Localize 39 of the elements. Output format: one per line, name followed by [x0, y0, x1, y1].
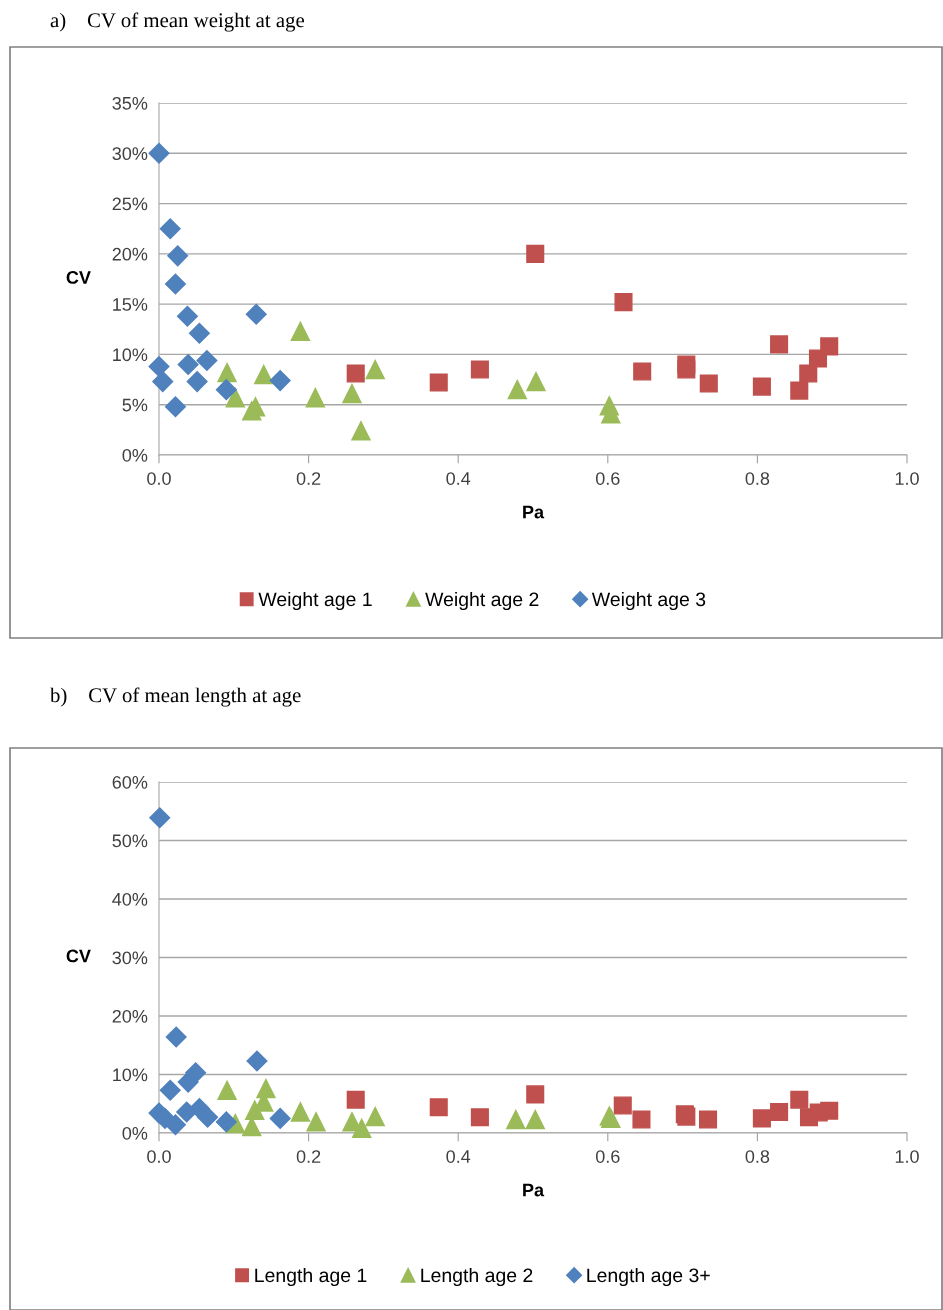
x-axis-title: Pa — [523, 1183, 545, 1197]
x-tick-label: 0.4 — [446, 1150, 471, 1163]
x-tick-label: 0.2 — [296, 1150, 321, 1163]
legend-label: Length age 2 — [421, 1267, 533, 1287]
y-tick-label: 30% — [112, 951, 148, 965]
y-tick-label: 15% — [113, 298, 148, 311]
y-tick-label: 30% — [112, 147, 148, 161]
y-tick-label: 10% — [113, 1068, 148, 1082]
legend-label: Length age 1 — [255, 1267, 367, 1287]
x-tick-label: 0.8 — [745, 1150, 770, 1163]
x-tick-label: 0.0 — [147, 472, 171, 485]
chart-title: b) CV of mean length at age — [50, 687, 301, 707]
x-tick-label: 0.2 — [296, 472, 321, 485]
x-tick-label: 0.6 — [595, 472, 620, 485]
y-tick-label: 40% — [112, 892, 148, 906]
legend-label: Length age 3+ — [587, 1267, 710, 1287]
chart-title: a) CV of mean weight at age — [50, 12, 305, 32]
y-tick-label: 60% — [112, 775, 148, 789]
y-tick-label: 20% — [112, 1009, 148, 1023]
x-tick-label: 0.6 — [595, 1150, 620, 1163]
y-tick-label: 50% — [112, 834, 148, 848]
y-tick-label: 25% — [112, 197, 148, 211]
legend-label: Weight age 3 — [591, 591, 706, 611]
y-axis-title: CV — [66, 949, 91, 963]
y-tick-label: 20% — [112, 247, 148, 261]
y-tick-label: 0% — [122, 448, 148, 462]
x-tick-label: 0.0 — [147, 1150, 171, 1163]
x-tick-label: 1.0 — [895, 1150, 919, 1163]
y-tick-label: 10% — [113, 348, 148, 362]
y-tick-label: 5% — [122, 398, 148, 412]
x-tick-label: 0.8 — [745, 472, 770, 485]
legend-label: Weight age 1 — [258, 591, 372, 611]
x-axis-title: Pa — [523, 505, 545, 519]
y-axis-title: CV — [66, 271, 91, 284]
y-tick-label: 35% — [112, 96, 148, 110]
y-tick-label: 0% — [122, 1126, 148, 1140]
x-tick-label: 0.4 — [446, 472, 471, 485]
x-tick-label: 1.0 — [895, 472, 919, 485]
legend-label: Weight age 2 — [425, 591, 539, 611]
